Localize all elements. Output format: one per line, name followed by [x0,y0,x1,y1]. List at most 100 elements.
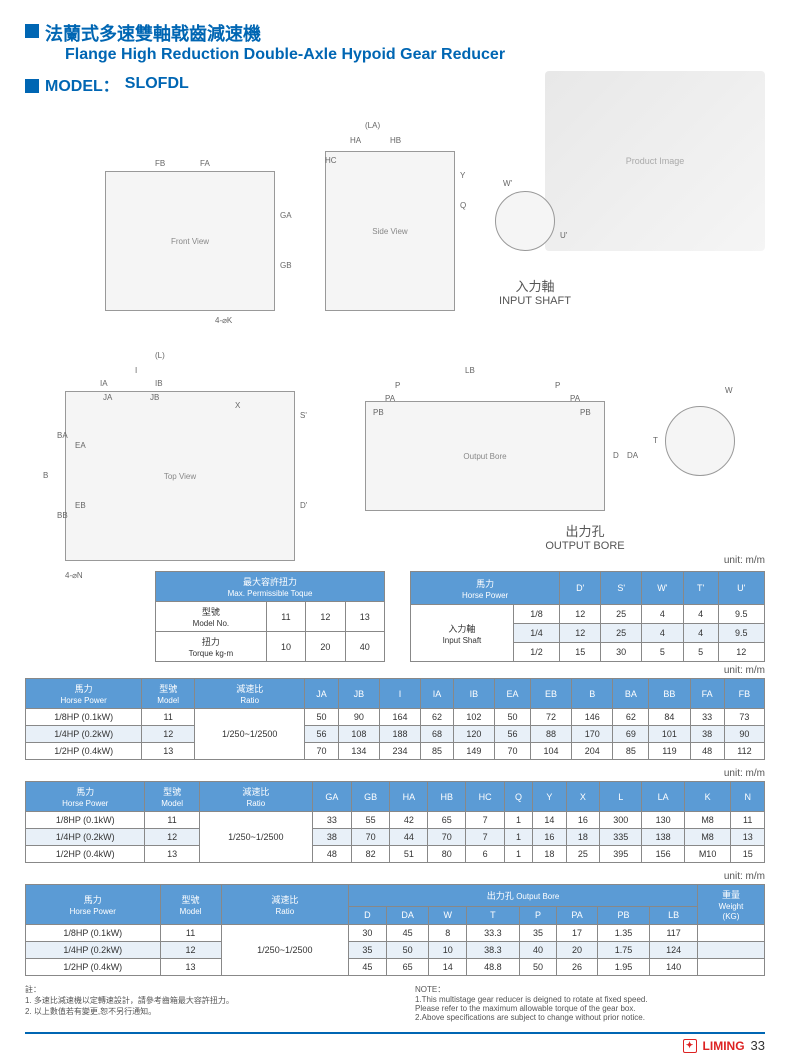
dim-l: (L) [155,351,165,360]
table-cell: 300 [600,812,642,829]
table-cell: 14 [429,959,467,976]
drawings-area: Product Image Front View FB FA GA GB 4-⌀… [25,111,765,661]
table-cell: 16 [566,812,599,829]
table-cell: 1 [504,829,532,846]
note-cn-1: 1. 多速比減速機以定轉速設計，請參考齒箱最大容許扭力。 [25,995,375,1006]
table-cell: 13 [345,602,384,632]
table-header: 出力孔 Output Bore [349,885,698,907]
note-en-1: 1.This multistage gear reducer is deigne… [415,995,765,1004]
torque-model-label: 型號Model No. [156,602,267,632]
table-header: FA [690,679,724,709]
table-cell: 1/8HP (0.1kW) [26,812,145,829]
table-cell: 25 [566,846,599,863]
dim-da: DA [627,451,638,460]
table-header: PB [597,906,650,924]
model-label: MODEL： [45,72,119,96]
table-cell: 14 [533,812,566,829]
table-header: D [349,906,387,924]
table-cell: 101 [649,726,690,743]
table-cell: M10 [684,846,731,863]
table-header: HC [466,782,505,812]
dim-y: Y [460,171,465,180]
table-cell: 85 [421,743,454,760]
table-cell: 1/250~1/2500 [221,925,349,976]
table-cell: 108 [338,726,379,743]
dim-d2: D [613,451,619,460]
drawing-bore-end [665,406,735,476]
torque-value-label: 扭力Torque kg-m [156,632,267,662]
table-cell [697,959,764,976]
table-header: 馬力Horse Power [26,885,161,925]
table-cell: 90 [724,726,764,743]
dim-b: B [43,471,48,480]
shaft-input-label: 入力軸Input Shaft [411,605,514,662]
table-cell: 13 [160,959,221,976]
table-cell: 130 [642,812,684,829]
table-cell: 12 [145,829,199,846]
table-cell: 38.3 [467,942,520,959]
table-cell: 5 [642,643,683,662]
note-en-header: NOTE： [415,984,765,995]
table-cell: 48 [312,846,351,863]
table-cell: 15 [731,846,765,863]
table-cell: 38 [312,829,351,846]
table-cell: 20 [306,632,345,662]
table-cell: 42 [390,812,428,829]
table-header: W' [642,572,683,605]
table-cell: 1/8HP (0.1kW) [26,925,161,942]
table-cell: 4 [683,605,718,624]
dim-i: I [135,366,137,375]
table-cell: 56 [305,726,338,743]
table-cell: 188 [379,726,420,743]
table-cell [697,925,764,942]
table-cell: 10 [266,632,305,662]
dim-p2: P [555,381,560,390]
table-cell: 1/4HP (0.2kW) [26,942,161,959]
table-cell: 40 [519,942,557,959]
table-header: 型號Model [160,885,221,925]
table-cell: 1.75 [597,942,650,959]
table-header: 馬力Horse Power [26,782,145,812]
unit-label: unit: m/m [25,665,765,676]
dim-eb: EB [75,501,86,510]
table-cell: 11 [142,709,195,726]
torque-title: 最大容許扭力Max. Permissible Toque [156,572,385,602]
table-cell: 88 [530,726,571,743]
dim-ga: GA [280,211,292,220]
table-cell: 33.3 [467,925,520,942]
table-cell: 45 [386,925,429,942]
dimension-table-1: 馬力Horse Power型號Model減速比RatioJAJBIIAIBEAE… [25,678,765,760]
unit-label: unit: m/m [724,555,765,566]
table-cell: 50 [305,709,338,726]
table-cell: 1/4HP (0.2kW) [26,726,142,743]
table-cell: 1/8HP (0.1kW) [26,709,142,726]
dim-la: (LA) [365,121,380,130]
table-cell: 120 [453,726,494,743]
dim-lb: LB [465,366,475,375]
table-cell: 12 [142,726,195,743]
table-cell: 9.5 [718,624,764,643]
unit-label: unit: m/m [25,871,765,882]
table-cell: 68 [421,726,454,743]
notes: 註： 1. 多速比減速機以定轉速設計，請參考齒箱最大容許扭力。 2. 以上數值若… [25,984,765,1022]
table-cell: 4 [642,605,683,624]
table-cell: 65 [386,959,429,976]
table-cell: 156 [642,846,684,863]
table-cell: 12 [718,643,764,662]
table-cell: 50 [519,959,557,976]
table-header: JA [305,679,338,709]
dim-pa2: PA [570,394,580,403]
footer: ✦ LIMING 33 [25,1032,765,1053]
dim-pb1: PB [373,408,384,417]
table-cell: 70 [494,743,530,760]
dim-bb: BB [57,511,68,520]
table-header: EA [494,679,530,709]
table-cell: 4 [683,624,718,643]
table-cell: M8 [684,812,731,829]
table-cell: 117 [650,925,698,942]
table-cell: 170 [572,726,613,743]
dim-hc: HC [325,156,337,165]
table-header: BA [613,679,649,709]
dim-n: 4-⌀N [65,571,83,580]
table-cell: 38 [690,726,724,743]
